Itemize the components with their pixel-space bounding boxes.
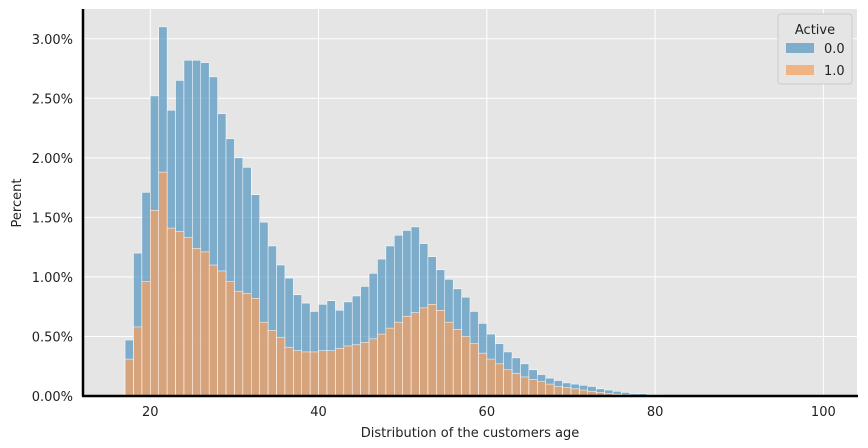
bar <box>242 293 252 397</box>
bar <box>208 264 218 397</box>
y-tick-label: 1.00% <box>32 271 73 286</box>
y-tick-labels: 0.00% 0.50% 1.00% 1.50% 2.00% 2.50% 3.00% <box>32 33 73 405</box>
series-1-bars <box>124 171 833 397</box>
bar <box>326 350 336 397</box>
bar <box>360 342 370 397</box>
bar <box>511 373 521 397</box>
bar <box>183 237 193 397</box>
y-tick-label: 1.50% <box>32 211 73 226</box>
bar <box>528 379 538 397</box>
bar <box>200 251 210 397</box>
y-tick-label: 3.00% <box>32 33 73 48</box>
bar <box>427 304 437 397</box>
bar <box>267 330 277 397</box>
bar <box>469 343 479 397</box>
bar <box>452 329 462 397</box>
y-tick-label: 0.50% <box>32 330 73 345</box>
bar <box>192 248 202 397</box>
bar <box>494 363 504 397</box>
bar <box>166 227 176 397</box>
bar <box>301 351 311 397</box>
bar <box>385 327 395 397</box>
legend-title: Active <box>795 23 835 38</box>
bar <box>225 281 235 397</box>
bar <box>251 298 260 397</box>
bar <box>343 345 353 397</box>
legend-swatch-1 <box>786 65 814 75</box>
bar <box>175 231 185 397</box>
bar <box>444 321 454 397</box>
bar <box>124 358 134 397</box>
bar <box>158 171 168 397</box>
legend: Active 0.0 1.0 <box>777 13 853 85</box>
bar <box>133 326 143 397</box>
bar <box>335 348 345 397</box>
x-axis-label: Distribution of the customers age <box>361 426 579 441</box>
bar <box>394 321 403 397</box>
bar <box>276 337 286 397</box>
x-tick-label: 40 <box>310 405 327 420</box>
x-tick-labels: 20 40 60 80 100 <box>142 405 836 420</box>
bar <box>368 338 378 397</box>
bar <box>234 290 244 397</box>
bar <box>419 307 429 397</box>
bar <box>217 270 227 397</box>
bar <box>436 310 446 397</box>
y-tick-label: 0.00% <box>32 390 73 405</box>
bar <box>537 381 546 397</box>
bar <box>461 336 471 397</box>
y-tick-label: 2.00% <box>32 152 73 167</box>
x-tick-label: 60 <box>479 405 496 420</box>
y-tick-label: 2.50% <box>32 92 73 107</box>
bar <box>351 344 361 397</box>
x-tick-label: 100 <box>811 405 836 420</box>
bar <box>520 376 530 397</box>
bar <box>309 351 319 397</box>
bar <box>259 321 269 397</box>
y-axis-label: Percent <box>10 179 25 228</box>
bar <box>545 383 555 397</box>
bar <box>318 350 328 397</box>
bar <box>150 209 159 397</box>
legend-label-0: 0.0 <box>824 42 845 57</box>
legend-swatch-0 <box>786 43 814 53</box>
bar <box>141 281 151 397</box>
bar <box>410 312 420 397</box>
bar <box>486 358 496 397</box>
bar <box>478 352 488 397</box>
bar <box>402 315 412 397</box>
x-tick-label: 20 <box>142 405 159 420</box>
bar <box>284 346 294 397</box>
bar <box>562 387 572 397</box>
bar <box>503 369 513 397</box>
x-tick-label: 80 <box>647 405 664 420</box>
legend-label-1: 1.0 <box>824 64 845 79</box>
bar <box>293 350 302 397</box>
bar <box>553 386 563 397</box>
bar <box>377 333 387 397</box>
